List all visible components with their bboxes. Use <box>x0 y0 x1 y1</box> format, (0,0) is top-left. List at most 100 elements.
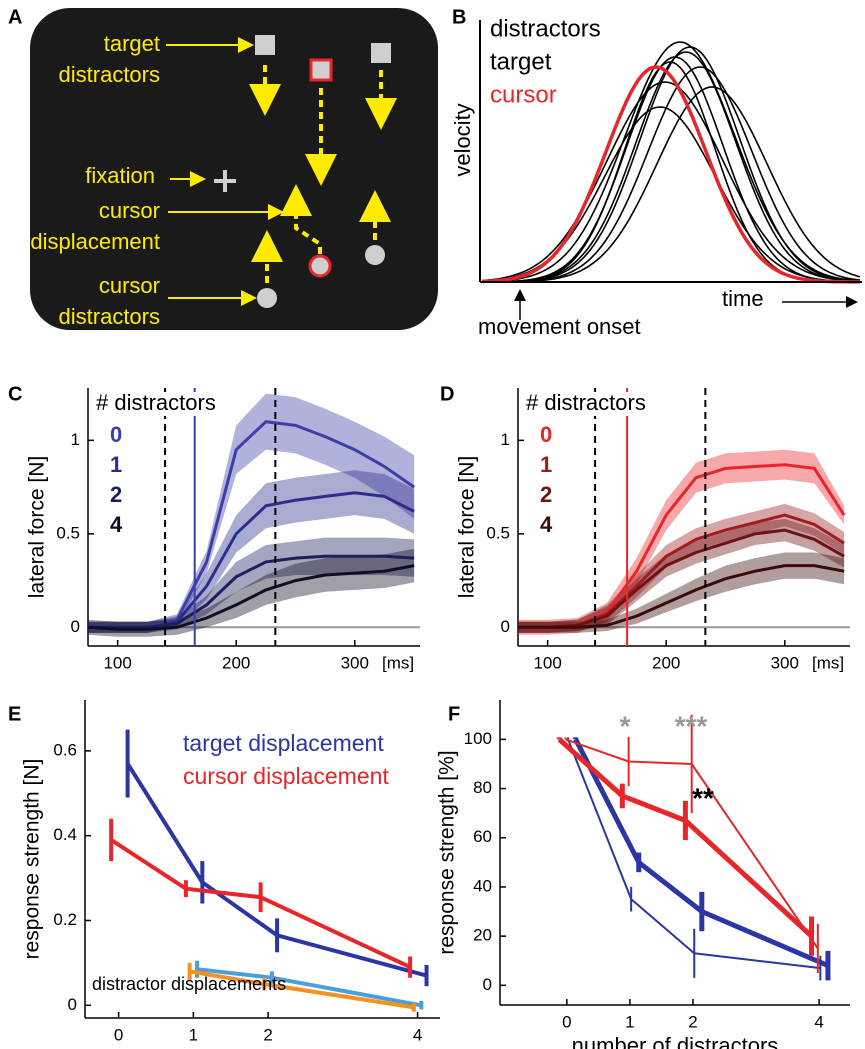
legend-title: # distractors <box>96 390 216 415</box>
legend-entry: 2 <box>540 482 552 507</box>
x-tick-label: 2 <box>688 1012 697 1031</box>
error-band <box>88 548 415 637</box>
series-line <box>565 738 819 949</box>
label: target <box>104 31 160 56</box>
y-axis-label: lateral force [N] <box>26 456 49 598</box>
label: distractors <box>59 304 160 329</box>
label: displacement <box>30 229 160 254</box>
arrow <box>280 184 322 254</box>
y-tick-label: 1 <box>71 430 80 449</box>
y-tick-label: 0 <box>483 975 492 994</box>
legend-title: # distractors <box>526 390 646 415</box>
series-line <box>88 554 415 629</box>
legend-entry: cursor displacement <box>183 763 389 789</box>
y-tick-label: 0 <box>71 617 80 636</box>
legend-bg <box>524 392 664 416</box>
x-tick-label: 300 <box>771 653 799 672</box>
y-tick-label: 40 <box>473 876 492 895</box>
screen <box>30 8 438 330</box>
y-axis-label: lateral force [N] <box>456 456 479 598</box>
y-axis-label: response strength [N] <box>21 759 44 960</box>
legend-entry: 4 <box>540 512 553 537</box>
y-tick-label: 0 <box>68 995 77 1014</box>
x-tick-label: 2 <box>263 1025 272 1044</box>
y-tick-label: 80 <box>473 778 492 797</box>
velocity-curve <box>482 56 861 283</box>
x-unit-label: [ms] <box>382 653 414 672</box>
fixation-cross <box>214 170 236 192</box>
error-band <box>518 503 845 633</box>
legend-entry: 0 <box>540 422 552 447</box>
annotation: * <box>620 710 631 741</box>
cursor-dot <box>365 245 385 265</box>
annotation: distractor displacements <box>92 974 286 994</box>
label: cursor <box>99 273 160 298</box>
target-square <box>371 43 391 63</box>
error-band <box>518 552 845 633</box>
series-line <box>557 737 814 938</box>
x-unit-label: [ms] <box>812 653 844 672</box>
series-line <box>518 564 845 629</box>
y-tick-label: 100 <box>464 729 492 748</box>
x-tick-label: 4 <box>814 1012 823 1031</box>
panel-a: A target distractors fixation cursor dis… <box>8 6 438 330</box>
x-tick-label: 1 <box>189 1025 198 1044</box>
y-tick-label: 0.4 <box>53 825 77 844</box>
legend-entry: 1 <box>540 452 552 477</box>
y-tick-label: 60 <box>473 827 492 846</box>
x-axis-label: number of distractors <box>159 1046 366 1049</box>
error-band <box>88 470 415 633</box>
legend-entry: 0 <box>110 422 122 447</box>
legend-entry: 4 <box>110 512 123 537</box>
y-tick-label: 0.6 <box>53 740 77 759</box>
panel-letter: B <box>452 6 466 28</box>
series-line <box>125 762 428 978</box>
cursor-dot <box>308 254 332 278</box>
legend-entry: distractors <box>490 15 601 42</box>
y-tick-label: 1 <box>501 430 510 449</box>
x-tick-label: 4 <box>413 1025 422 1044</box>
x-tick-label: 1 <box>625 1012 634 1031</box>
x-axis-label: number of distractors <box>572 1033 779 1049</box>
x-axis-label: time <box>722 286 764 311</box>
label: cursor <box>99 198 160 223</box>
x-tick-label: 200 <box>222 653 250 672</box>
series-line <box>567 739 821 970</box>
velocity-curve <box>482 66 861 283</box>
error-band <box>518 518 845 633</box>
series-line <box>573 738 829 968</box>
y-tick-label: 0 <box>501 617 510 636</box>
panel-letter: C <box>8 383 22 405</box>
error-band <box>88 537 415 633</box>
legend-entry: target <box>490 48 552 75</box>
y-tick-label: 0.5 <box>56 523 80 542</box>
series-line <box>87 564 415 631</box>
panel-letter: F <box>448 703 460 725</box>
y-tick-label: 0.5 <box>486 523 510 542</box>
x-tick-label: 0 <box>562 1012 571 1031</box>
y-tick-label: 20 <box>473 926 492 945</box>
annotation: movement onset <box>478 314 641 339</box>
legend-entry: 2 <box>110 482 122 507</box>
velocity-curve <box>482 41 861 283</box>
target-square <box>255 35 275 55</box>
x-tick-label: 300 <box>341 653 369 672</box>
panel-letter: E <box>8 703 21 725</box>
target-square <box>309 58 333 82</box>
panel-letter: A <box>8 6 22 28</box>
legend-bg <box>94 392 234 416</box>
cursor-velocity-curve <box>481 65 860 284</box>
annotation: ** <box>692 782 714 813</box>
series-line <box>110 838 411 969</box>
y-axis-label: velocity <box>450 103 475 176</box>
velocity-curve <box>482 51 861 283</box>
velocity-curve <box>481 81 861 283</box>
series-line <box>518 528 845 629</box>
label: distractors <box>59 62 160 87</box>
legend-entry: cursor <box>490 81 557 108</box>
label: fixation <box>85 163 155 188</box>
panel-b: B velocity time movement onset distracto… <box>450 6 862 339</box>
y-tick-label: 0.2 <box>53 910 77 929</box>
error-band <box>88 393 415 633</box>
